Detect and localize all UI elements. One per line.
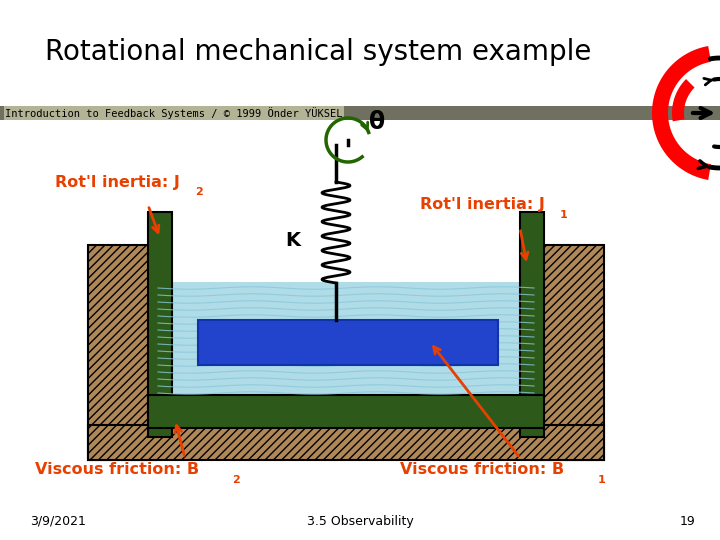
Polygon shape <box>652 46 711 180</box>
Text: $\bf{\theta}$: $\bf{\theta}$ <box>368 110 385 134</box>
Text: Viscous friction: B: Viscous friction: B <box>400 462 564 477</box>
Bar <box>0 106 720 120</box>
Text: 1: 1 <box>560 210 568 220</box>
Bar <box>88 425 604 460</box>
Text: 3/9/2021: 3/9/2021 <box>30 515 86 528</box>
Text: 2: 2 <box>232 475 240 485</box>
Text: 1: 1 <box>598 475 606 485</box>
Text: 3.5 Observability: 3.5 Observability <box>307 515 413 528</box>
Bar <box>520 212 544 437</box>
Text: 19: 19 <box>679 515 695 528</box>
Text: Rot'l inertia: J: Rot'l inertia: J <box>420 198 545 213</box>
Bar <box>536 245 604 460</box>
Polygon shape <box>672 79 695 122</box>
Bar <box>88 245 156 460</box>
Bar <box>198 320 498 365</box>
Text: K: K <box>285 231 300 249</box>
Text: Introduction to Feedback Systems / © 1999 Önder YÜKSEL: Introduction to Feedback Systems / © 199… <box>5 107 343 119</box>
Text: 2: 2 <box>195 187 203 197</box>
Bar <box>156 282 536 397</box>
Text: Rot'l inertia: J: Rot'l inertia: J <box>55 174 180 190</box>
Text: Rotational mechanical system example: Rotational mechanical system example <box>45 38 591 66</box>
Bar <box>148 395 544 428</box>
Bar <box>148 212 172 437</box>
Text: Viscous friction: B: Viscous friction: B <box>35 462 199 477</box>
